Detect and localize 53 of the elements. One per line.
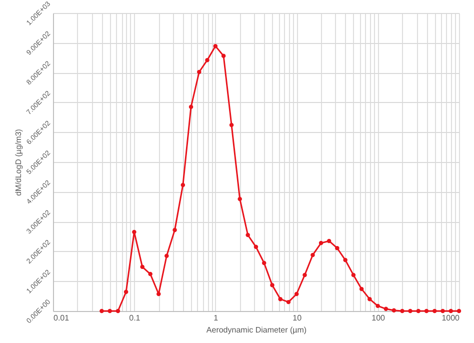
point (408, 308, 412, 314)
point (229, 122, 234, 128)
point (278, 296, 282, 302)
point (351, 272, 356, 278)
point (221, 54, 226, 58)
point (392, 308, 396, 313)
point (432, 308, 437, 314)
point (326, 238, 332, 244)
x-tick-label: 1 (214, 314, 219, 322)
point (302, 272, 307, 278)
point (100, 308, 104, 314)
point (246, 232, 250, 238)
point (368, 296, 372, 302)
point (294, 292, 299, 296)
point (213, 44, 218, 48)
point (140, 264, 144, 270)
y-axis-title: dM/dLogD (µg/m3) (14, 128, 24, 196)
point (400, 308, 404, 314)
point (376, 304, 380, 308)
point (238, 196, 242, 202)
point (116, 308, 120, 314)
point (359, 286, 364, 292)
point (310, 252, 315, 258)
x-tick-label: 10 (292, 314, 302, 322)
point (108, 308, 112, 314)
point (132, 230, 136, 234)
point (335, 246, 340, 250)
point (262, 260, 266, 266)
point (188, 104, 194, 109)
point (424, 308, 429, 314)
point (172, 228, 177, 232)
point (318, 240, 324, 246)
x-tick-label: 0.1 (129, 314, 141, 322)
x-axis-title: Aerodynamic Diameter (µm) (206, 326, 307, 334)
point (205, 58, 210, 62)
point (416, 308, 420, 314)
x-tick-label: 0.01 (54, 314, 70, 322)
point (254, 244, 258, 250)
point (384, 306, 388, 312)
point (197, 70, 202, 74)
point (448, 308, 453, 314)
point (164, 254, 169, 258)
point (148, 272, 152, 276)
point (156, 292, 161, 296)
point (180, 182, 186, 188)
point (286, 300, 291, 304)
x-tick-label: 1000 (442, 314, 460, 322)
point (270, 282, 274, 288)
point (124, 290, 128, 294)
point (440, 308, 445, 314)
point (343, 258, 348, 262)
x-tick-label: 100 (372, 314, 386, 322)
point (456, 308, 462, 314)
